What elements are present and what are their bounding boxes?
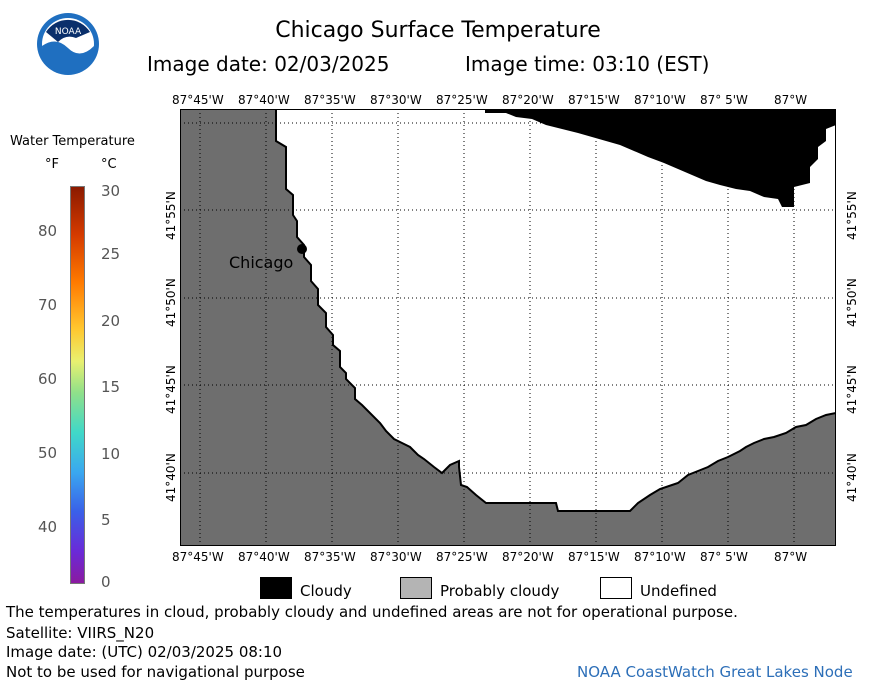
f-tick: 40	[38, 518, 58, 536]
c-tick: 5	[101, 511, 111, 529]
footer-credit: NOAA CoastWatch Great Lakes Node	[577, 663, 853, 681]
lon-label-top: 87°25'W	[436, 93, 488, 107]
lon-label-bottom: 87°45'W	[172, 550, 224, 564]
legend-probably-cloudy-label: Probably cloudy	[440, 582, 560, 600]
footer-utc-date: Image date: (UTC) 02/03/2025 08:10	[6, 643, 283, 661]
lon-label-top: 87°20'W	[502, 93, 554, 107]
c-tick: 20	[101, 312, 121, 330]
lon-label-top: 87°35'W	[304, 93, 356, 107]
image-date: Image date: 02/03/2025	[147, 52, 390, 76]
lon-label-bottom: 87°40'W	[238, 550, 290, 564]
city-label: Chicago	[229, 253, 294, 272]
map-svg	[180, 109, 837, 546]
noaa-logo: NOAA	[36, 12, 100, 76]
temperature-colorbar	[70, 186, 85, 584]
lon-label-bottom: 87°15'W	[568, 550, 620, 564]
c-tick: 15	[101, 378, 121, 396]
c-tick: 30	[101, 182, 121, 200]
lat-label-left: 41°40'N	[164, 453, 178, 502]
lon-label-top: 87°W	[774, 93, 808, 107]
colorbar-unit-f: °F	[45, 157, 59, 172]
legend-undefined-swatch	[600, 577, 632, 599]
map-frame	[180, 109, 836, 546]
lon-label-bottom: 87°W	[774, 550, 808, 564]
c-tick: 10	[101, 445, 121, 463]
lat-label-right: 41°40'N	[845, 453, 859, 502]
legend-probably-cloudy-swatch	[400, 577, 432, 599]
lon-label-bottom: 87°35'W	[304, 550, 356, 564]
svg-text:NOAA: NOAA	[55, 27, 82, 37]
lon-label-top: 87°45'W	[172, 93, 224, 107]
legend-cloudy-label: Cloudy	[300, 582, 352, 600]
lon-label-top: 87° 5'W	[700, 93, 748, 107]
footer-nav-warning: Not to be used for navigational purpose	[6, 663, 305, 681]
colorbar-unit-c: °C	[101, 157, 117, 172]
lon-label-top: 87°40'W	[238, 93, 290, 107]
city-marker	[297, 244, 307, 254]
lat-label-right: 41°50'N	[845, 278, 859, 327]
lat-label-right: 41°45'N	[845, 365, 859, 414]
map-panel	[180, 109, 837, 546]
graticule	[180, 109, 836, 546]
f-tick: 60	[38, 370, 58, 388]
lat-label-right: 41°55'N	[845, 191, 859, 240]
lon-label-bottom: 87° 5'W	[700, 550, 748, 564]
f-tick: 50	[38, 444, 58, 462]
f-tick: 70	[38, 296, 58, 314]
colorbar-title: Water Temperature	[10, 134, 135, 149]
f-tick: 80	[38, 222, 58, 240]
lat-label-left: 41°45'N	[164, 365, 178, 414]
lon-label-top: 87°15'W	[568, 93, 620, 107]
cloud-area	[485, 109, 836, 207]
lon-label-top: 87°30'W	[370, 93, 422, 107]
lon-label-bottom: 87°30'W	[370, 550, 422, 564]
lat-label-left: 41°50'N	[164, 278, 178, 327]
land-west	[180, 109, 836, 546]
footer-note: The temperatures in cloud, probably clou…	[6, 603, 738, 621]
footer-satellite: Satellite: VIIRS_N20	[6, 624, 155, 642]
page-title: Chicago Surface Temperature	[275, 18, 601, 43]
image-time: Image time: 03:10 (EST)	[465, 52, 710, 76]
c-tick: 25	[101, 245, 121, 263]
lon-label-top: 87°10'W	[634, 93, 686, 107]
coastline	[275, 109, 837, 512]
lat-label-left: 41°55'N	[164, 191, 178, 240]
lon-label-bottom: 87°25'W	[436, 550, 488, 564]
c-tick: 0	[101, 573, 111, 591]
legend-cloudy-swatch	[260, 577, 292, 599]
legend-undefined-label: Undefined	[640, 582, 717, 600]
lon-label-bottom: 87°20'W	[502, 550, 554, 564]
lon-label-bottom: 87°10'W	[634, 550, 686, 564]
